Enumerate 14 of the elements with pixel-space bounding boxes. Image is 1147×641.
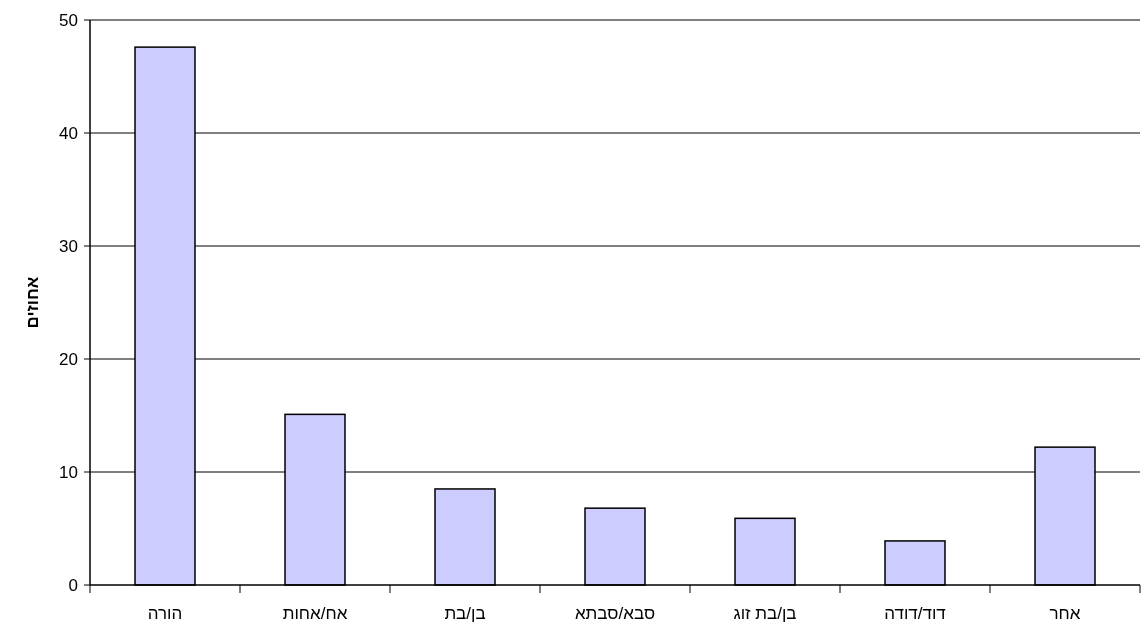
y-tick-label: 40 [59,124,78,143]
x-tick-label: בן/בת זוג [733,604,797,623]
y-tick-label: 0 [68,576,78,595]
x-tick-label: סבא/סבתא [574,604,656,623]
y-tick-label: 20 [59,350,78,369]
y-axis-title: אחוזים [23,276,42,329]
y-tick-label: 30 [59,237,78,256]
y-tick-label: 10 [59,463,78,482]
x-tick-label: הורה [147,604,183,623]
x-tick-label: דוד/דודה [884,604,946,623]
y-tick-label: 50 [59,11,78,30]
x-tick-label: בן/בת [444,604,486,623]
x-tick-label: אחר [1049,604,1081,623]
x-tick-label: אח/אחות [282,604,348,623]
